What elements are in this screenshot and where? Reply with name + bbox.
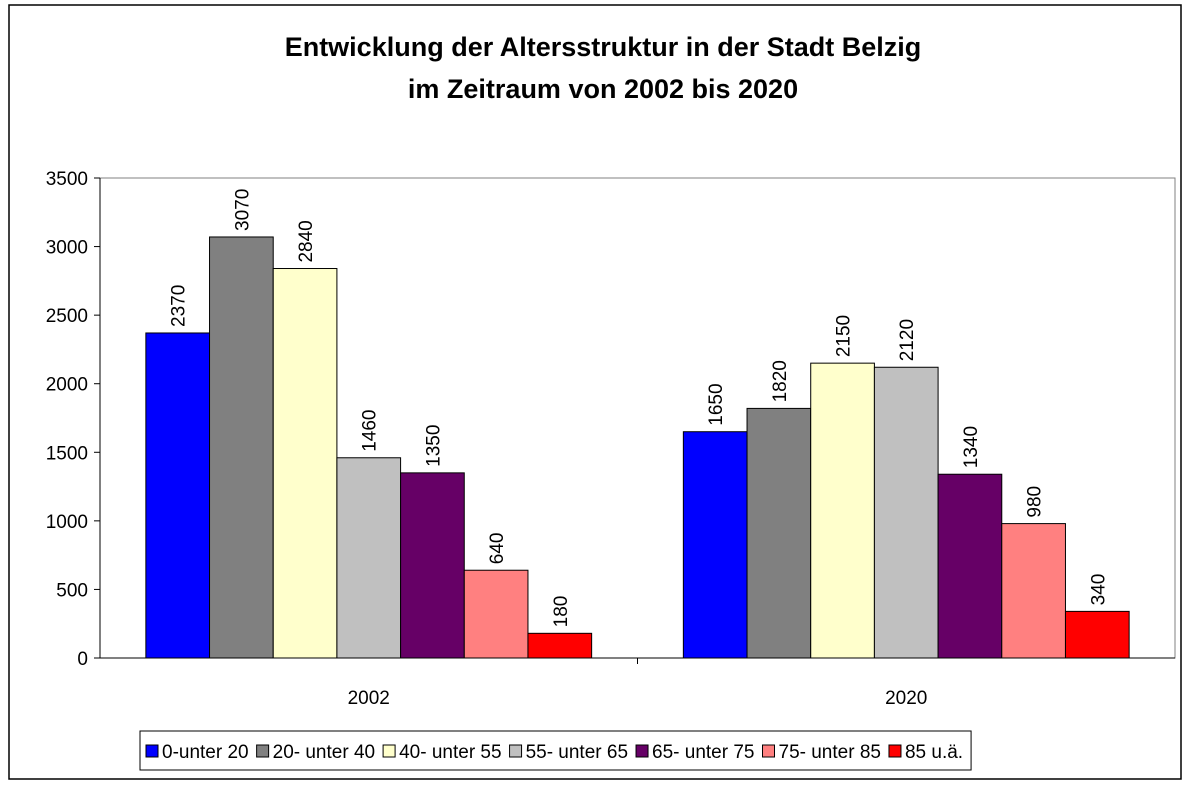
y-tick-label: 3500 <box>46 169 88 190</box>
bar <box>746 407 812 659</box>
bar <box>145 332 211 659</box>
data-label: 2150 <box>834 315 855 357</box>
bar <box>272 268 338 659</box>
legend-swatch <box>635 744 649 758</box>
y-tick-label: 2500 <box>46 306 88 327</box>
x-tick-label: 2002 <box>348 688 390 709</box>
x-tick-label: 2020 <box>885 688 927 709</box>
legend-swatch <box>256 744 270 758</box>
bar <box>400 472 465 659</box>
legend-label: 85 u.ä. <box>905 742 963 763</box>
data-label: 1340 <box>961 426 982 468</box>
bar <box>873 366 939 659</box>
data-label: 2120 <box>897 319 918 361</box>
bar <box>682 431 748 659</box>
data-label: 1460 <box>360 409 381 451</box>
bar <box>937 473 1003 659</box>
bar <box>463 569 529 659</box>
legend-swatch <box>888 744 902 758</box>
data-label: 980 <box>1025 486 1046 518</box>
legend-label: 20- unter 40 <box>273 742 375 763</box>
y-tick-label: 500 <box>56 580 88 601</box>
y-tick-label: 3000 <box>46 238 88 259</box>
data-label: 1820 <box>770 360 791 402</box>
legend-label: 55- unter 65 <box>526 742 628 763</box>
bar <box>527 632 593 659</box>
chart-title: im Zeitraum von 2002 bis 2020 <box>408 74 798 104</box>
data-label: 1350 <box>423 425 444 467</box>
data-label: 3070 <box>232 189 253 231</box>
y-tick-label: 1500 <box>46 443 88 464</box>
data-label: 640 <box>487 533 508 565</box>
legend-label: 0-unter 20 <box>162 742 249 763</box>
bar <box>336 457 402 659</box>
chart-title: Entwicklung der Altersstruktur in der St… <box>285 32 922 62</box>
legend-label: 65- unter 75 <box>652 742 754 763</box>
y-tick-label: 1000 <box>46 512 88 533</box>
legend-swatch <box>762 744 775 758</box>
legend-swatch <box>145 744 159 758</box>
bar <box>1001 523 1066 659</box>
legend-swatch <box>382 744 396 758</box>
y-tick-label: 0 <box>77 649 88 670</box>
data-label: 1650 <box>706 383 727 425</box>
bar <box>209 236 274 659</box>
legend-label: 75- unter 85 <box>779 742 881 763</box>
data-label: 180 <box>551 596 572 628</box>
y-tick-label: 2000 <box>46 375 88 396</box>
data-label: 340 <box>1088 574 1109 606</box>
legend <box>139 730 972 771</box>
bar <box>810 362 875 659</box>
data-label: 2370 <box>169 285 190 327</box>
legend-label: 40- unter 55 <box>399 742 501 763</box>
data-label: 2840 <box>296 220 317 262</box>
bar <box>1064 610 1130 659</box>
legend-swatch <box>509 744 523 758</box>
